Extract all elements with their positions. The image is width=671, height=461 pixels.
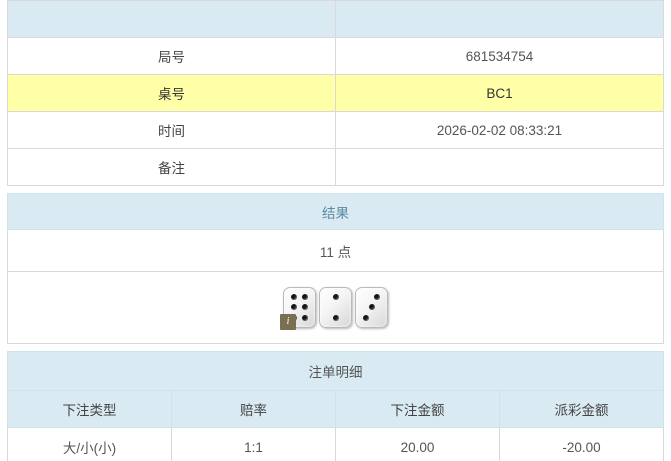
bet-amount-value: 20.00 (335, 427, 500, 461)
top-strip-right (335, 0, 664, 38)
table-row: i (7, 271, 664, 344)
bet-odds-value: 1:1 (171, 427, 336, 461)
bet-header-row: 注单明细 (7, 351, 664, 391)
die-pip (332, 314, 339, 321)
bet-type-value: 大/小(小) (7, 427, 172, 461)
table-row: 时间 2026-02-02 08:33:21 (7, 111, 664, 149)
dice-row: i (8, 287, 663, 330)
info-value-remark (335, 148, 664, 186)
info-value-round: 681534754 (335, 37, 664, 75)
bet-detail-table: 注单明细 下注类型 赔率 下注金额 派彩金额 大/小(小) 1:1 20.00 … (7, 351, 664, 461)
info-label-round: 局号 (7, 37, 336, 75)
die-pip (363, 314, 370, 321)
dice-cell: i (7, 271, 664, 344)
column-header-bet-amount: 下注金额 (335, 390, 500, 428)
info-label-time: 时间 (7, 111, 336, 149)
column-header-odds: 赔率 (171, 390, 336, 428)
die-pip (301, 304, 308, 311)
info-value-table: BC1 (335, 74, 664, 112)
die-face-3[interactable] (355, 287, 388, 328)
result-header-label: 结果 (7, 193, 664, 230)
result-table: 结果 11 点 i (7, 193, 664, 344)
section-gap (0, 344, 671, 351)
info-label-table: 桌号 (7, 74, 336, 112)
column-header-payout-amount: 派彩金额 (499, 390, 664, 428)
table-row: 备注 (7, 148, 664, 186)
column-header-bet-type: 下注类型 (7, 390, 172, 428)
section-gap (0, 186, 671, 193)
die-pip (332, 294, 339, 301)
die-pip-grid (361, 292, 382, 323)
bet-header-label: 注单明细 (7, 351, 664, 391)
die-pip (301, 314, 308, 321)
table-row: 局号 681534754 (7, 37, 664, 75)
bet-payout-value: -20.00 (499, 427, 664, 461)
info-label-remark: 备注 (7, 148, 336, 186)
die-face-6[interactable]: i (280, 287, 316, 330)
bet-column-header-row: 下注类型 赔率 下注金额 派彩金额 (7, 390, 664, 428)
table-row: 大/小(小) 1:1 20.00 -20.00 (7, 427, 664, 461)
die-pip (291, 294, 298, 301)
die-face-2[interactable] (319, 287, 352, 328)
game-info-table: 局号 681534754 桌号 BC1 时间 2026-02-02 08:33:… (7, 0, 664, 186)
result-points-value: 11 点 (7, 229, 664, 272)
die-pip-grid (325, 292, 346, 323)
table-top-strip (7, 0, 664, 38)
table-row: 11 点 (7, 229, 664, 272)
info-badge-icon[interactable]: i (280, 314, 296, 330)
die-pip (291, 304, 298, 311)
table-row: 桌号 BC1 (7, 74, 664, 112)
die-pip (368, 304, 375, 311)
die-pip (301, 294, 308, 301)
result-header-row: 结果 (7, 193, 664, 230)
info-value-time: 2026-02-02 08:33:21 (335, 111, 664, 149)
top-strip-left (7, 0, 336, 38)
die-pip (373, 294, 380, 301)
